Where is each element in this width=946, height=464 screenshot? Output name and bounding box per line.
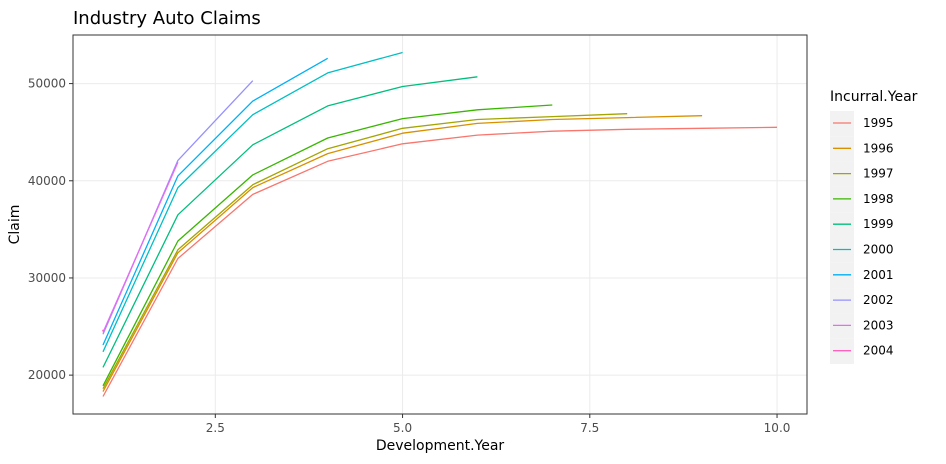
y-tick-label: 20000 [28, 368, 66, 382]
y-axis-title: Claim [7, 205, 23, 245]
y-tick-label: 30000 [28, 271, 66, 285]
plot-panel [73, 35, 807, 414]
legend-key-bg [830, 212, 854, 238]
y-axis: 20000 30000 40000 50000 [28, 77, 73, 382]
legend-label-1995: 1995 [863, 116, 894, 130]
legend-label-2004: 2004 [863, 344, 894, 358]
series-line-2001 [102, 57, 329, 346]
legend: Incurral.Year 1995 1996 1997 1998 1999 2000 20… [830, 89, 918, 364]
series-layer [102, 51, 778, 397]
legend-key-bg [830, 136, 854, 162]
grid [73, 35, 807, 414]
legend-label-2000: 2000 [863, 243, 894, 257]
series-line-1996 [102, 115, 703, 392]
series-line-1999 [102, 76, 478, 368]
y-tick-label: 40000 [28, 174, 66, 188]
plot-panel-border [72, 34, 808, 415]
legend-label-1997: 1997 [863, 167, 894, 181]
legend-label-1998: 1998 [863, 192, 894, 206]
series-line-1997 [102, 113, 628, 390]
x-tick-label: 10.0 [764, 421, 791, 435]
series-line-2000 [102, 51, 403, 353]
x-tick-label: 5.0 [393, 421, 412, 435]
y-tick-label: 50000 [28, 77, 66, 91]
legend-label-2001: 2001 [863, 268, 894, 282]
x-axis-title: Development.Year [376, 438, 505, 454]
legend-label-1999: 1999 [863, 217, 894, 231]
chart-title: Industry Auto Claims [73, 8, 261, 29]
legend-label-1996: 1996 [863, 141, 894, 155]
series-line-1998 [102, 104, 553, 387]
series-line-1995 [102, 126, 778, 397]
legend-label-2002: 2002 [863, 293, 894, 307]
legend-title: Incurral.Year [830, 89, 918, 105]
x-tick-label: 2.5 [206, 421, 225, 435]
x-tick-label: 7.5 [580, 421, 599, 435]
series-point-2004 [102, 329, 104, 332]
legend-label-2003: 2003 [863, 318, 894, 332]
x-axis: 2.5 5.0 7.5 10.0 [206, 414, 791, 435]
series-line-2003 [102, 162, 179, 333]
